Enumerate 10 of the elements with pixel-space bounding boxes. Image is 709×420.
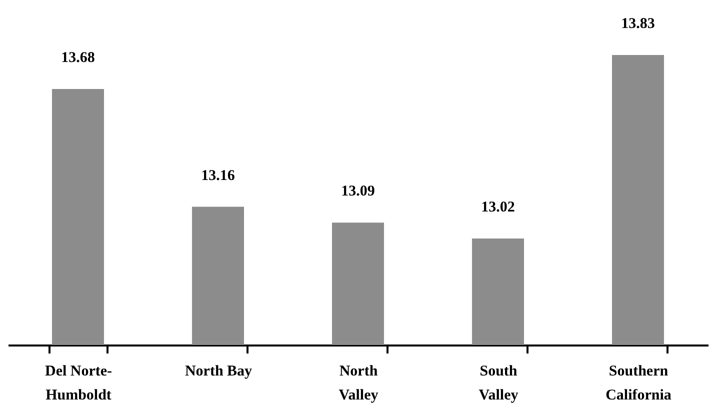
data-label: 13.02: [481, 200, 515, 216]
data-label: 13.16: [201, 168, 236, 184]
data-label: 13.68: [61, 50, 95, 66]
x-tick-label: South Valley: [478, 364, 519, 404]
x-tick-label: North Bay: [184, 364, 253, 380]
x-tick-label: North Valley: [338, 364, 379, 404]
x-tick-label: Del Norte-Humboldt: [44, 364, 112, 404]
data-label: 13.83: [621, 16, 655, 32]
x-tick-label: Southern California: [606, 364, 672, 404]
data-label: 13.09: [341, 184, 375, 200]
